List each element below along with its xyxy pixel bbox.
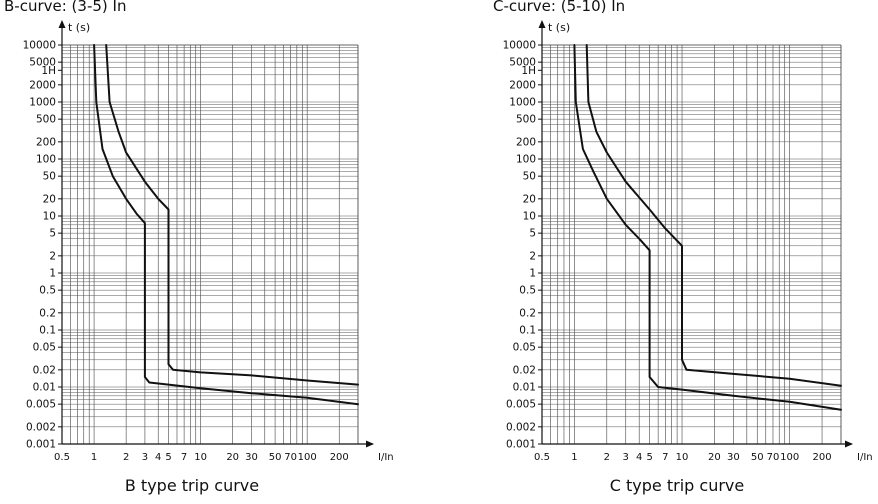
x-tick-label: 100 — [298, 452, 317, 463]
c-curve-chart: C-curve: (5-10) In 10000 5000 1H 2000 1000 50… — [439, 0, 878, 504]
x-tick-label: 10 — [676, 452, 689, 463]
chart-caption: C type trip curve — [609, 476, 745, 495]
grid — [62, 45, 358, 444]
x-tick-label: 70 — [767, 452, 780, 463]
y-tick-label: 50 — [43, 171, 56, 183]
x-tick-label: 5 — [165, 452, 171, 463]
y-tick-label: 1000 — [509, 97, 536, 109]
y-tick-label: 0.01 — [513, 382, 536, 394]
y-tick-label: 500 — [36, 114, 56, 126]
x-tick-label: 50 — [751, 452, 764, 463]
y-tick-label: 10 — [523, 211, 536, 223]
x-tick-label: 1 — [91, 452, 97, 463]
x-tick-label: 200 — [813, 452, 832, 463]
x-tick-label: 30 — [727, 452, 740, 463]
y-tick-label: 0.02 — [33, 364, 56, 376]
y-tick-label: 10000 — [23, 40, 56, 52]
trip-curve-1 — [93, 44, 359, 406]
y-tick-label: 2 — [529, 250, 536, 262]
x-tick-label: 30 — [245, 452, 258, 463]
y-tick-label: 20 — [43, 193, 56, 205]
b-curve-chart: B-curve: (3-5) In 10000 5000 1H 2000 1000 500… — [4, 0, 394, 495]
x-axis-arrow — [845, 440, 853, 448]
y-tick-label: 1000 — [29, 97, 56, 109]
y-tick-label: 0.001 — [506, 439, 536, 451]
chart-title: B-curve: (3-5) In — [4, 0, 127, 15]
chart-title: C-curve: (5-10) In — [493, 0, 626, 15]
trip-curve-2 — [585, 44, 842, 387]
x-tick-label: 100 — [780, 452, 799, 463]
y-tick-label: 0.005 — [506, 399, 536, 411]
y-tick-label: 1H — [521, 65, 536, 77]
x-tick-label: 3 — [142, 452, 148, 463]
y-tick-label: 0.002 — [26, 421, 56, 433]
y-tick-label: 0.1 — [519, 325, 536, 337]
y-axis-arrow — [538, 20, 546, 28]
y-tick-label: 0.05 — [33, 342, 56, 354]
x-tick-label: 7 — [181, 452, 187, 463]
x-tick-label: 4 — [155, 452, 161, 463]
y-tick-label: 1 — [529, 268, 536, 280]
x-tick-label: 7 — [662, 452, 668, 463]
x-tick-label: 2 — [123, 452, 129, 463]
y-tick-label: 0.005 — [26, 399, 56, 411]
y-tick-label: 0.5 — [519, 285, 536, 297]
x-tick-label: 5 — [646, 452, 652, 463]
y-tick-label: 5 — [529, 228, 536, 240]
y-tick-label: 0.001 — [26, 439, 56, 451]
x-tick-label: 0.5 — [54, 452, 70, 463]
y-tick-label: 0.01 — [33, 382, 56, 394]
x-tick-label: 0.5 — [534, 452, 550, 463]
y-axis-arrow — [58, 20, 66, 28]
y-axis-label: t (s) — [68, 21, 90, 34]
x-tick-label: 10 — [194, 452, 207, 463]
y-tick-label: 1 — [49, 268, 56, 280]
y-tick-label: 5 — [49, 228, 56, 240]
y-tick-label: 0.1 — [39, 325, 56, 337]
y-tick-label: 10000 — [503, 40, 536, 52]
x-tick-label: 200 — [330, 452, 349, 463]
y-tick-label: 2000 — [29, 79, 56, 91]
y-tick-label: 0.2 — [39, 307, 56, 319]
x-tick-label: 70 — [284, 452, 297, 463]
x-tick-label: 1 — [571, 452, 577, 463]
y-tick-label: 500 — [516, 114, 536, 126]
y-tick-label: 0.05 — [513, 342, 536, 354]
y-tick-label: 2000 — [509, 79, 536, 91]
y-tick-label: 0.02 — [513, 364, 536, 376]
x-tick-label: 3 — [623, 452, 629, 463]
y-tick-label: 100 — [516, 154, 536, 166]
x-tick-label: 2 — [604, 452, 610, 463]
x-tick-label: 20 — [708, 452, 721, 463]
x-axis-arrow — [366, 440, 374, 448]
y-tick-label: 200 — [36, 136, 56, 148]
y-tick-label: 200 — [516, 136, 536, 148]
y-tick-label: 5000 — [29, 57, 56, 69]
y-tick-label: 10 — [43, 211, 56, 223]
y-tick-label: 20 — [523, 193, 536, 205]
y-tick-label: 2 — [49, 250, 56, 262]
y-tick-label: 100 — [36, 154, 56, 166]
trip-curve-2 — [105, 44, 359, 386]
x-tick-label: 20 — [226, 452, 239, 463]
x-tick-label: 4 — [636, 452, 642, 463]
chart-caption: B type trip curve — [124, 476, 260, 495]
y-axis-label: t (s) — [548, 21, 570, 34]
x-tick-label: 50 — [269, 452, 282, 463]
x-axis-label: I/In — [857, 452, 873, 463]
y-tick-label: 5000 — [509, 57, 536, 69]
y-tick-label: 0.002 — [506, 421, 536, 433]
grid — [542, 45, 841, 444]
y-tick-label: 1H — [41, 65, 56, 77]
y-tick-label: 0.2 — [519, 307, 536, 319]
trip-curve-1 — [573, 44, 842, 411]
x-axis-label: I/In — [378, 452, 394, 463]
y-tick-label: 0.5 — [39, 285, 56, 297]
y-tick-label: 50 — [523, 171, 536, 183]
